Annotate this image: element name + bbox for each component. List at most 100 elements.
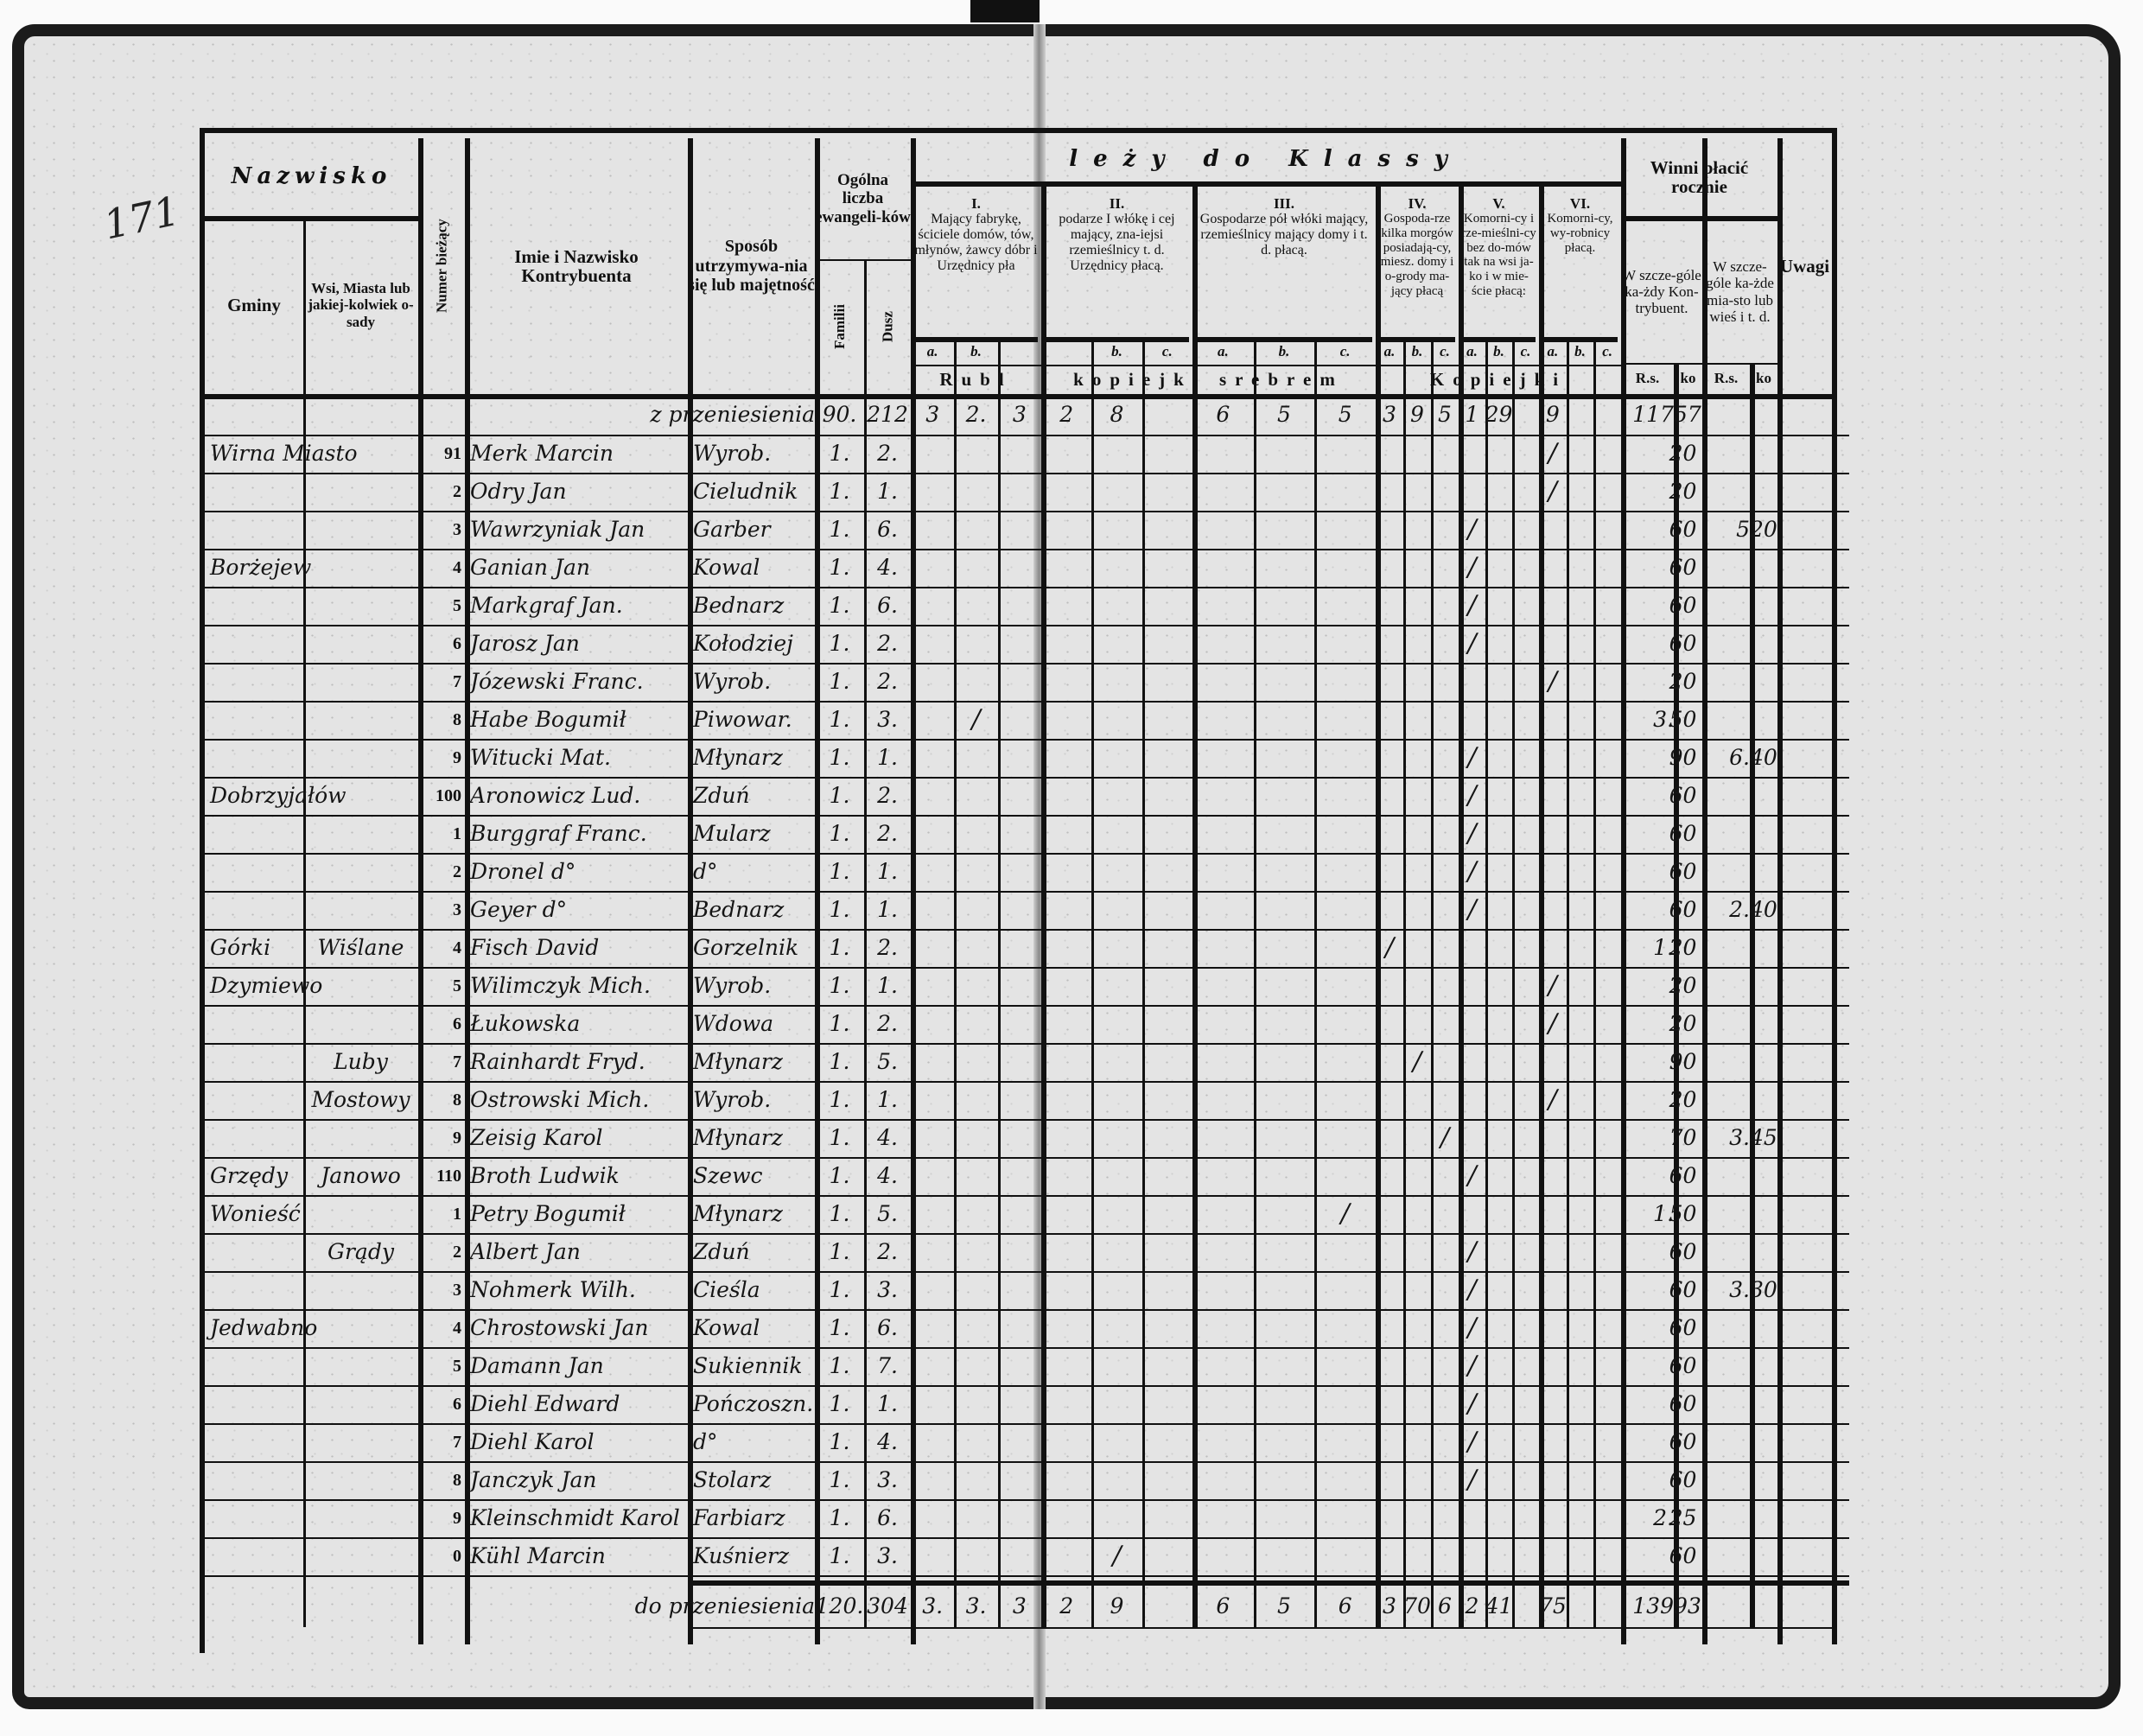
row-rule [205, 815, 1849, 817]
rule-vertical [1431, 339, 1434, 1627]
rule-horizontal [1379, 337, 1455, 342]
class-3-description: Gospodarze pół włóki mający, rzemieślnic… [1199, 212, 1369, 258]
rule-horizontal [1045, 337, 1189, 342]
header-imie: Imie i Nazwisko Kontrybuenta [514, 245, 639, 286]
header-klassy: leży do Klassy [1069, 146, 1463, 173]
row-class-mark: / [1548, 1008, 1557, 1040]
row-familii: 1. [829, 478, 850, 504]
row-amount-ko: 60 [1669, 1428, 1697, 1454]
row-familii: 1. [829, 1238, 850, 1264]
row-familii: 1. [829, 1314, 850, 1340]
carried-row-class-3-b: 5 [1277, 401, 1291, 427]
row-dusz: 4. [877, 1162, 898, 1188]
row-occupation: Bednarz [693, 896, 785, 922]
row-contributor-name: Witucki Mat. [470, 744, 611, 770]
header-winni-kontrybuent: W szcze-góle ka-żdy Kon-trybuent. [1622, 266, 1701, 317]
class-4-sub-b: b. [1411, 343, 1423, 360]
totals-row-class-3-a: 6 [1216, 1593, 1230, 1618]
row-dusz: 3. [877, 1466, 898, 1492]
row-occupation: d° [693, 1428, 718, 1454]
header-sposob: Sposób utrzymywa-nia się lub majętność [688, 237, 815, 296]
row-contributor-name: Merk Marcin [470, 440, 614, 466]
row-rule [205, 587, 1849, 588]
row-village-ko: 20 [1750, 516, 1777, 542]
row-dusz: 2. [877, 1010, 898, 1036]
row-gmina: Dzymiewo [210, 972, 323, 998]
row-class-mark: / [1467, 818, 1477, 849]
row-occupation: Cieludnik [693, 478, 798, 504]
row-number: 3 [453, 519, 461, 539]
row-contributor-name: Petry Bogumił [470, 1200, 626, 1226]
row-class-mark: / [1548, 476, 1557, 507]
row-amount-ko: 60 [1669, 1390, 1697, 1416]
row-number: 9 [453, 1508, 461, 1528]
row-amount-ko: 20 [1669, 478, 1697, 504]
row-class-mark: / [1412, 1046, 1422, 1078]
row-dusz: 3. [877, 1276, 898, 1302]
carried-row-familii: 90. [822, 401, 857, 427]
row-wies: Grądy [327, 1238, 394, 1264]
row-dusz: 2. [877, 668, 898, 694]
row-contributor-name: Wilimczyk Mich. [470, 972, 651, 998]
table-right-border [1832, 128, 1837, 1644]
row-contributor-name: Diehl Edward [470, 1390, 620, 1416]
header-gminy: Gminy [227, 294, 281, 315]
row-occupation: Mularz [693, 820, 771, 846]
row-rule [205, 1347, 1849, 1349]
row-village-rs: 3. [1729, 1276, 1750, 1302]
rule-horizontal [1462, 337, 1536, 342]
row-number: 2 [453, 481, 461, 501]
row-familii: 1. [829, 744, 850, 770]
row-contributor-name: Chrostowski Jan [470, 1314, 649, 1340]
row-rule [205, 1195, 1849, 1197]
row-amount-ko: 70 [1669, 1124, 1697, 1150]
class-6-sub-a: a. [1547, 343, 1559, 360]
class-3-sub-a: a. [1217, 343, 1229, 360]
row-wies: Luby [334, 1048, 388, 1074]
header-rs-1: R.s. [1635, 370, 1660, 387]
row-number: 91 [444, 443, 461, 463]
row-class-mark: / [1548, 970, 1557, 1002]
row-class-mark: / [1548, 666, 1557, 697]
row-occupation: Wyrob. [693, 1086, 772, 1112]
totals-row-class-1-a: 3. [922, 1593, 944, 1618]
class-2-sub-c: c. [1161, 343, 1173, 360]
row-dusz: 1. [877, 972, 898, 998]
class-1-description: Mający fabrykę, ściciele domów, tów, mły… [914, 212, 1038, 273]
row-number: 100 [436, 785, 461, 805]
totals-row-class-3-c: 6 [1338, 1593, 1352, 1618]
row-gmina: Dobrzyjałów [210, 782, 347, 808]
row-amount-ko: 60 [1669, 1542, 1697, 1568]
row-familii: 1. [829, 1124, 850, 1150]
rule-vertical [1459, 183, 1464, 1627]
row-number: 8 [453, 1470, 461, 1490]
carried-row-class-1-b: 2. [965, 401, 987, 427]
totals-row-class-1-c: 3 [1012, 1593, 1027, 1618]
header-dusz: Dusz [879, 311, 896, 342]
totals-row-class-1-b: 3. [965, 1593, 987, 1618]
row-amount-ko: 60 [1669, 896, 1697, 922]
row-village-rs: 5 [1736, 516, 1750, 542]
rule-horizontal [205, 435, 1849, 436]
rule-vertical [997, 339, 1001, 1627]
rule-horizontal [815, 259, 911, 261]
row-village-rs: 2. [1729, 896, 1750, 922]
row-rule [205, 853, 1849, 855]
row-occupation: Bednarz [693, 592, 785, 618]
row-contributor-name: Nohmerk Wilh. [470, 1276, 636, 1302]
class-5-description: Komorni-cy i rze-mieślni-cy bez do-mów t… [1461, 212, 1536, 298]
row-wies: Mostowy [311, 1086, 410, 1112]
row-occupation: Kowal [693, 1314, 760, 1340]
row-rule [205, 1423, 1849, 1425]
row-familii: 1. [829, 1200, 850, 1226]
row-gmina: Borżejew [210, 554, 312, 580]
row-village-rs: 6. [1729, 744, 1750, 770]
row-familii: 1. [829, 1010, 850, 1036]
row-class-mark: / [971, 704, 981, 735]
row-familii: 1. [829, 668, 850, 694]
row-class-mark: / [1548, 438, 1557, 469]
row-rule [205, 473, 1849, 474]
row-class-mark: / [1467, 1161, 1477, 1192]
row-familii: 1. [829, 858, 850, 884]
row-rule [205, 1271, 1849, 1273]
